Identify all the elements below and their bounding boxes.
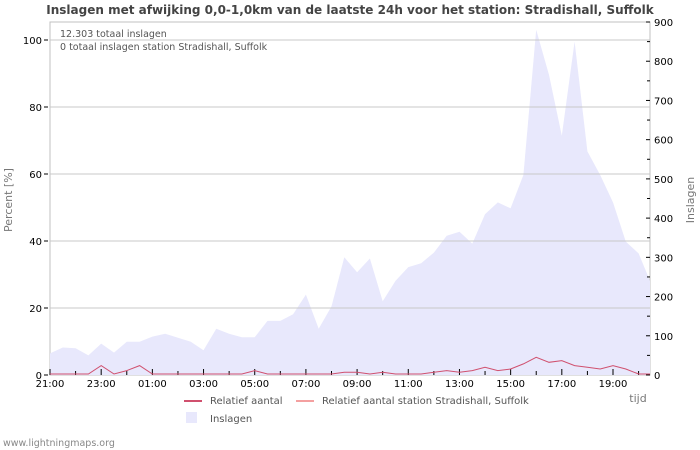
right-tick-label: 500 [654, 175, 673, 186]
left-tick-label: 60 [29, 170, 42, 181]
x-tick-label: 01:00 [138, 379, 167, 390]
left-tick-label: 80 [29, 103, 42, 114]
legend-relatief-label: Relatief aantal [210, 396, 283, 407]
right-tick-label: 400 [654, 214, 673, 225]
x-tick-label: 15:00 [496, 379, 525, 390]
chart-title: Inslagen met afwijking 0,0-1,0km van de … [46, 3, 654, 17]
right-tick-label: 700 [654, 96, 673, 107]
right-tick-label: 800 [654, 57, 673, 68]
left-tick-label: 40 [29, 237, 42, 248]
x-tick-label: 11:00 [394, 379, 423, 390]
x-tick-label: 23:00 [87, 379, 116, 390]
legend-station-label: Relatief aantal station Stradishall, Suf… [322, 396, 529, 407]
station-strikes-text: 0 totaal inslagen station Stradishall, S… [60, 42, 268, 53]
left-axis-title: Percent [%] [2, 168, 15, 232]
right-tick-label: 0 [654, 371, 660, 382]
footer-credit: www.lightningmaps.org [3, 438, 115, 449]
x-axis-title: tijd [629, 392, 646, 405]
right-tick-label: 600 [654, 136, 673, 147]
total-strikes-text: 12.303 totaal inslagen [60, 29, 167, 40]
x-tick-label: 13:00 [445, 379, 474, 390]
legend-inslagen-label: Inslagen [210, 414, 252, 425]
right-axis-title: Inslagen [684, 177, 697, 223]
x-tick-label: 21:00 [36, 379, 65, 390]
x-tick-label: 19:00 [599, 379, 628, 390]
left-tick-label: 20 [29, 304, 42, 315]
left-tick-label: 0 [36, 371, 42, 382]
legend-inslagen-swatch [186, 412, 197, 423]
x-tick-label: 03:00 [189, 379, 218, 390]
right-tick-label: 200 [654, 293, 673, 304]
right-tick-label: 100 [654, 332, 673, 343]
x-tick-label: 17:00 [547, 379, 576, 390]
x-tick-label: 05:00 [240, 379, 269, 390]
x-tick-label: 07:00 [291, 379, 320, 390]
right-tick-label: 900 [654, 18, 673, 29]
relatief-aantal-line [50, 356, 650, 375]
left-tick-label: 100 [23, 36, 42, 47]
x-tick-label: 09:00 [343, 379, 372, 390]
right-tick-label: 300 [654, 253, 673, 264]
inslagen-area [50, 29, 650, 376]
